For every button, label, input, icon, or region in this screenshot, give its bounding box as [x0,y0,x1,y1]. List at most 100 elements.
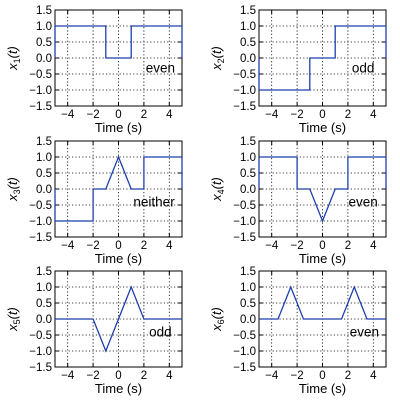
y-tick-label: −1.5 [29,362,52,374]
y-tick-label: 0.0 [36,53,52,65]
subplot-1: −4 −2 0 2 4 1.5 1.0 0.5 0.0 −0.5 −1.0 −1.5 Time (s) x… [5,5,183,135]
subplot-6: −4 −2 0 2 4 1.5 1.0 0.5 0.0 −0.5 −1.0 −1.5 Time (s) x… [209,266,387,396]
x-tick-label: −4 [61,370,75,382]
y-axis-label-subscript: 6 [216,319,226,324]
y-tick-label: 1.5 [240,5,256,17]
x-tick-label: 4 [166,370,173,382]
x-axis-label: Time (s) [299,381,346,396]
x-tick-label: −4 [61,109,75,121]
x-tick-label: −2 [87,240,100,252]
x-tick-label: 4 [166,109,173,121]
y-tick-label: 1.0 [240,282,256,294]
subplot-2: −4 −2 0 2 4 1.5 1.0 0.5 0.0 −0.5 −1.0 −1.5 Time (s) x… [209,5,387,135]
y-tick-label: 0.0 [240,314,256,326]
y-axis-label-subscript: 4 [216,189,226,194]
y-tick-label: −1.5 [233,101,256,113]
y-tick-label: −0.5 [29,69,52,81]
parity-annotation: odd [352,60,375,75]
x-tick-label: 2 [141,240,147,252]
y-axis-label-argument: (t) [209,307,224,319]
y-axis-label-base: x [209,324,224,332]
y-tick-label: −0.5 [233,69,256,81]
y-axis-label-base: x [209,63,224,71]
x-tick-label: 2 [141,370,147,382]
y-tick-label: −1.0 [233,346,256,358]
y-tick-label: 0.5 [36,298,52,310]
parity-annotation: even [146,60,175,75]
y-tick-label: 1.5 [36,136,52,148]
y-axis-label-argument: (t) [5,307,20,319]
x-tick-label: 2 [345,240,351,252]
y-axis-label: x1(t) [5,46,22,71]
x-tick-label: 2 [345,370,351,382]
y-axis-label-subscript: 3 [12,189,22,194]
parity-annotation: odd [149,325,172,340]
x-axis-label: Time (s) [95,381,142,396]
y-tick-label: −1.0 [233,216,256,228]
y-tick-label: 0.0 [36,314,52,326]
signal-line [55,285,182,353]
subplot-5: −4 −2 0 2 4 1.5 1.0 0.5 0.0 −0.5 −1.0 −1.5 Time (s) x… [5,266,183,396]
y-axis-label-argument: (t) [5,46,20,58]
y-tick-label: −1.0 [29,85,52,97]
x-tick-label: −2 [291,109,304,121]
y-axis-label-argument: (t) [209,177,224,189]
y-tick-label: −0.5 [233,330,256,342]
x-axis-label: Time (s) [299,251,346,266]
y-axis-label: x3(t) [5,177,22,202]
x-tick-label: −4 [265,109,279,121]
y-tick-label: 1.0 [240,152,256,164]
y-tick-label: 1.5 [240,266,256,278]
subplot-4: −4 −2 0 2 4 1.5 1.0 0.5 0.0 −0.5 −1.0 −1.5 Time (s) x… [209,136,387,266]
y-tick-label: 0.5 [36,168,52,180]
x-tick-label: −4 [265,370,279,382]
y-tick-label: 0.5 [240,298,256,310]
y-tick-label: −1.0 [233,85,256,97]
x-axis-label: Time (s) [299,120,346,135]
y-tick-label: 0.5 [240,37,256,49]
y-tick-label: 0.0 [36,184,52,196]
x-tick-label: −2 [87,370,100,382]
subplot-3: −4 −2 0 2 4 1.5 1.0 0.5 0.0 −0.5 −1.0 −1.5 Time (s) x… [5,136,183,266]
y-axis-label: x2(t) [209,46,226,71]
y-axis-label-base: x [5,63,20,71]
signal-line [54,25,183,59]
y-axis-label-base: x [209,194,224,202]
x-axis-label: Time (s) [95,251,142,266]
x-tick-label: 0 [319,370,325,382]
x-tick-label: 4 [166,240,173,252]
y-tick-label: −1.5 [29,232,52,244]
y-tick-label: −1.0 [29,216,52,228]
y-tick-label: 1.0 [36,282,52,294]
y-axis-label-argument: (t) [209,46,224,58]
x-tick-label: 4 [370,240,377,252]
y-axis-label-base: x [5,324,20,332]
x-tick-label: 0 [115,109,121,121]
x-axis-label: Time (s) [95,120,142,135]
x-tick-label: 4 [370,370,377,382]
y-tick-label: −1.5 [233,362,256,374]
y-axis-label-subscript: 1 [12,58,22,63]
parity-annotation: even [348,195,377,210]
x-tick-label: 0 [115,370,121,382]
x-tick-label: 0 [319,240,325,252]
y-axis-label: x5(t) [5,307,22,332]
x-tick-label: 0 [115,240,121,252]
y-tick-label: −1.0 [29,346,52,358]
signal-line [258,156,387,223]
x-tick-label: 0 [319,109,325,121]
y-tick-label: 1.5 [240,136,256,148]
y-tick-label: 1.0 [36,21,52,33]
x-tick-label: −2 [291,370,304,382]
y-axis-label-subscript: 5 [12,319,22,324]
signal-line [259,285,386,320]
y-tick-label: 1.0 [240,21,256,33]
y-tick-label: 0.5 [240,168,256,180]
x-tick-label: −4 [61,240,75,252]
signal-line [258,25,387,91]
signal-line [54,155,183,222]
y-axis-label: x6(t) [209,307,226,332]
y-axis-label-base: x [5,194,20,202]
x-tick-label: 2 [345,109,351,121]
